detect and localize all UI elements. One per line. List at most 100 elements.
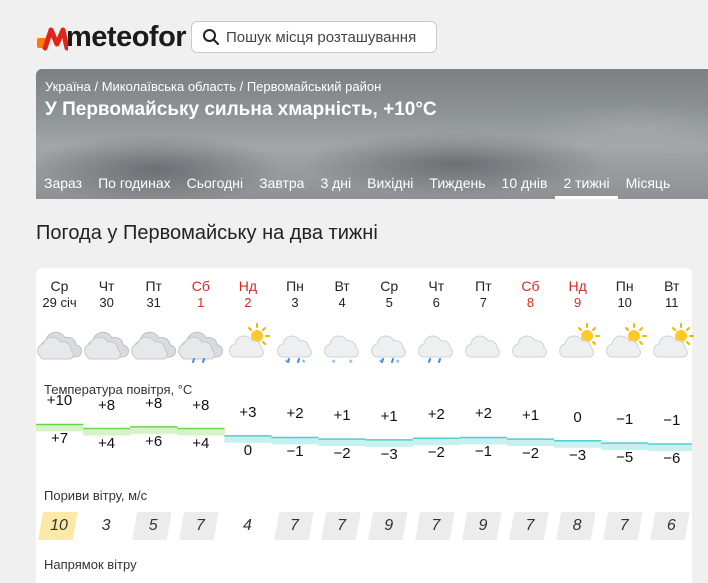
day-date: 6 xyxy=(432,295,440,310)
temp-max: +8 xyxy=(145,394,163,412)
day-of-week: Пт xyxy=(475,278,492,294)
temperature-band-segment xyxy=(365,439,414,447)
temp-min: −5 xyxy=(616,449,634,467)
overcast-rain-icon xyxy=(177,318,224,366)
temperature-label: Температура повітря, °C xyxy=(44,382,193,397)
day-of-week: Ср xyxy=(380,278,399,294)
day-of-week: Вт xyxy=(334,278,350,294)
day-column[interactable]: Пт 31 xyxy=(130,278,177,360)
temp-max: −1 xyxy=(616,411,634,429)
wind-gust-row: 10 3 5 7 4 7 7 9 7 9 7 8 7 6 xyxy=(36,512,694,540)
day-of-week: Нд xyxy=(568,278,587,294)
wind-gust-value: 10 xyxy=(37,512,81,540)
wind-gust-label: Пориви вітру, м/с xyxy=(44,488,148,503)
day-column[interactable]: Сб 8 xyxy=(507,278,554,358)
temp-max: +1 xyxy=(380,407,398,425)
partly-cloudy-icon xyxy=(554,318,601,366)
overcast-icon xyxy=(36,318,83,366)
day-column[interactable]: Пт 7 xyxy=(460,278,507,358)
temp-min: 0 xyxy=(243,441,253,459)
partly-cloudy-icon xyxy=(601,318,648,366)
breadcrumb-country[interactable]: Україна xyxy=(45,79,91,94)
day-of-week: Сб xyxy=(191,278,210,294)
search-box[interactable] xyxy=(191,21,437,53)
temp-max: +8 xyxy=(192,396,210,414)
temperature-band-segment xyxy=(36,424,84,432)
wind-gust-value: 9 xyxy=(366,512,411,540)
day-column[interactable]: Нд 9 xyxy=(554,278,601,358)
search-input[interactable] xyxy=(226,28,431,46)
partly-cloudy-icon xyxy=(224,318,271,366)
day-date: 1 xyxy=(197,295,205,310)
svg-text:*: * xyxy=(349,358,353,366)
temp-min: −2 xyxy=(427,444,445,462)
temp-max: +1 xyxy=(521,407,540,425)
tab-1[interactable]: По годинах xyxy=(98,175,171,191)
svg-text:*: * xyxy=(332,358,336,366)
tab-4[interactable]: 3 дні xyxy=(320,175,352,191)
cloudy-snow-icon: * * xyxy=(319,318,366,368)
temp-min: −1 xyxy=(286,443,304,461)
temp-min: −2 xyxy=(521,445,540,463)
wind-gust-value: 7 xyxy=(178,512,223,540)
svg-text:*: * xyxy=(285,358,289,366)
day-column[interactable]: Нд 2 xyxy=(224,278,271,358)
temp-min: +4 xyxy=(98,434,116,452)
day-column[interactable]: Вт 11 xyxy=(648,278,695,358)
wind-gust-value: 7 xyxy=(508,512,552,540)
tab-7[interactable]: 10 днів xyxy=(501,175,548,191)
day-column[interactable]: Чт 30 xyxy=(83,278,130,360)
page-title: У Первомайську сильна хмарність, +10°C xyxy=(45,99,437,120)
day-date: 31 xyxy=(146,295,161,310)
partly-cloudy-icon xyxy=(648,318,695,366)
wind-gust-value: 7 xyxy=(602,512,647,540)
temperature-band-segment xyxy=(271,437,320,445)
day-date: 2 xyxy=(244,295,252,310)
temp-max: +8 xyxy=(98,396,116,414)
day-of-week: Вт xyxy=(664,278,680,294)
temp-max: 0 xyxy=(573,408,582,426)
day-column[interactable]: Чт 6 xyxy=(413,278,460,363)
forecast-tabs: Зараз По годинах Сьогодні Завтра 3 дні Вихідн… xyxy=(36,174,678,199)
temp-max: +3 xyxy=(239,403,257,421)
day-column[interactable]: Ср 5 * * xyxy=(366,278,413,368)
day-date: 3 xyxy=(291,295,299,310)
overcast-icon xyxy=(83,318,130,366)
svg-text:*: * xyxy=(379,358,383,366)
temperature-band-segment xyxy=(224,435,272,443)
day-of-week: Нд xyxy=(238,278,258,294)
tab-3[interactable]: Завтра xyxy=(259,175,305,191)
temp-max: +1 xyxy=(333,407,351,425)
breadcrumb: Україна / Миколаївська область / Первома… xyxy=(45,79,382,94)
temp-min: +7 xyxy=(50,430,69,448)
wind-gust-value: 7 xyxy=(413,512,458,540)
temperature-band-segment xyxy=(83,428,131,436)
temp-min: +6 xyxy=(145,432,163,450)
overcast-icon xyxy=(130,318,177,366)
breadcrumb-region[interactable]: Миколаївська область xyxy=(101,79,236,94)
section-title: Погода у Первомайську на два тижні xyxy=(36,222,378,244)
tab-8[interactable]: 2 тижні xyxy=(555,174,618,199)
day-column[interactable]: Пн 3 * * xyxy=(272,278,319,368)
tab-5[interactable]: Вихідні xyxy=(367,175,414,191)
tab-0[interactable]: Зараз xyxy=(44,175,83,191)
day-column[interactable]: Вт 4 * * xyxy=(319,278,366,368)
wind-gust-value: 6 xyxy=(649,512,694,540)
day-column[interactable]: Ср 29 січ xyxy=(36,278,83,360)
temperature-band-segment xyxy=(507,439,555,447)
tab-2[interactable]: Сьогодні xyxy=(186,175,244,191)
day-column[interactable]: Сб 1 xyxy=(177,278,224,363)
cloudy-rain-icon xyxy=(413,318,460,366)
logo[interactable]: meteofor xyxy=(36,20,187,54)
day-date: 4 xyxy=(338,295,346,310)
cloudy-icon xyxy=(460,318,507,366)
day-column[interactable]: Пн 10 xyxy=(601,278,648,358)
search-icon[interactable] xyxy=(196,22,226,52)
day-date: 11 xyxy=(665,295,679,310)
breadcrumb-district[interactable]: Первомайський район xyxy=(246,79,382,94)
forecast-card: Ср 29 січ Чт 30 Пт 31 Сб 1 Нд 2 Пн 3 * * Вт 4 * * Ср 5 * * Чт 6… xyxy=(36,268,695,583)
day-date: 7 xyxy=(479,295,487,310)
temperature-chart xyxy=(36,423,692,451)
tab-6[interactable]: Тиждень xyxy=(429,175,486,191)
tab-9[interactable]: Місяць xyxy=(625,175,671,191)
